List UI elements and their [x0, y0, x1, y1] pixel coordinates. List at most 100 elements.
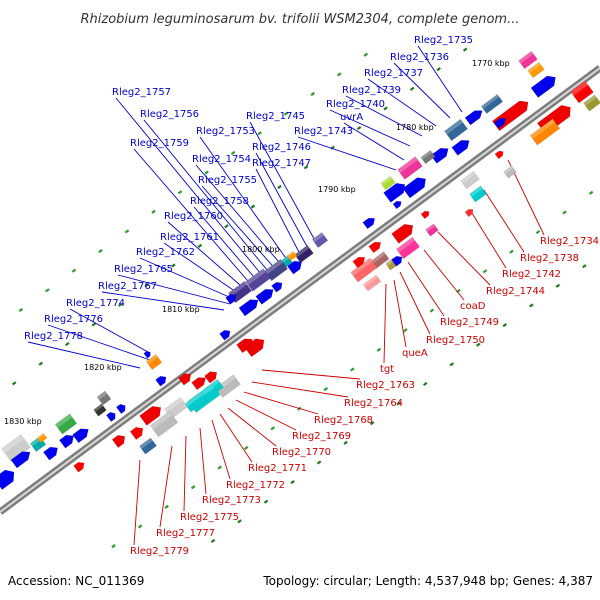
- gene-block-shine: [146, 354, 158, 365]
- gene-block-shine: [294, 245, 310, 258]
- forward-gene-label: uvrA: [340, 112, 363, 123]
- gene-block-shine: [570, 81, 588, 96]
- gene-block: [370, 251, 390, 269]
- gene-block-shape: [503, 165, 517, 179]
- gene-block: [518, 50, 538, 70]
- gene-block-shape: [245, 268, 271, 292]
- coordinate-dash: [502, 322, 508, 328]
- reverse-gene-label: Rleg2_1768: [314, 415, 373, 426]
- gene-arrow: [0, 469, 15, 490]
- gene-block-shape: [311, 232, 329, 248]
- reverse-gene-label: queA: [402, 348, 428, 359]
- reverse-label-connector: [243, 391, 319, 415]
- gene-block-shine: [184, 392, 204, 407]
- gene-arrow-shape: [464, 208, 474, 218]
- forward-gene-label: Rleg2_1753: [196, 126, 255, 137]
- coordinate-dash: [290, 480, 295, 485]
- reverse-gene-label: Rleg2_1750: [426, 335, 485, 346]
- forward-label-connector: [255, 152, 311, 253]
- gene-block: [96, 390, 112, 406]
- coordinate-dash: [144, 283, 150, 288]
- reverse-gene-label: Rleg2_1763: [356, 380, 415, 391]
- gene-arrow: [204, 371, 218, 384]
- forward-gene-label: Rleg2_1737: [364, 68, 423, 79]
- gene-block-shine: [380, 176, 393, 186]
- coordinate-dash: [250, 204, 256, 209]
- coordinate-dash: [303, 165, 309, 170]
- gene-block: [425, 223, 439, 237]
- coordinate-dash: [323, 387, 329, 392]
- kbp-marker-label: 1810 kbp: [162, 305, 200, 314]
- gene-arrow-shape: [238, 299, 259, 317]
- forward-gene-label: Rleg2_1740: [326, 99, 385, 110]
- coordinate-dash: [403, 328, 408, 333]
- coordinate-dash: [118, 302, 123, 307]
- coordinate-dash: [111, 544, 116, 549]
- gene-arrow: [178, 373, 192, 386]
- coordinate-dash: [535, 229, 541, 235]
- backbone-highlight: [0, 67, 600, 513]
- gene-block-shine: [363, 275, 378, 287]
- gene-arrow: [236, 338, 253, 354]
- gene-block-shape: [294, 244, 314, 264]
- coordinate-dash: [124, 229, 130, 234]
- coordinate-dash: [316, 460, 322, 465]
- kbp-marker-label: 1790 kbp: [318, 185, 356, 194]
- forward-label-connector: [199, 136, 291, 265]
- gene-arrow-shape: [287, 260, 302, 275]
- gene-arrow: [464, 208, 474, 218]
- gene-arrow-shape: [236, 338, 253, 354]
- coordinate-dash: [137, 524, 143, 529]
- gene-block-shape: [362, 274, 382, 292]
- gene-block-shape: [286, 250, 298, 262]
- gene-block-shape: [145, 354, 163, 370]
- gene-block-shape: [527, 61, 545, 79]
- gene-arrow: [219, 329, 231, 341]
- coordinate-dash: [171, 263, 176, 268]
- gene-arrow-shape: [178, 373, 192, 386]
- gene-arrow-shape: [255, 288, 274, 305]
- gene-arrow-shape: [368, 241, 382, 254]
- reverse-label-connector: [437, 231, 491, 286]
- forward-label-connector: [345, 95, 423, 137]
- forward-label-connector: [115, 97, 267, 281]
- gene-block-shape: [36, 432, 48, 444]
- coordinate-dash: [65, 341, 70, 347]
- coordinate-dash: [224, 224, 229, 229]
- forward-gene-label: Rleg2_1756: [140, 109, 199, 120]
- reverse-gene-label: coaD: [460, 301, 486, 312]
- kbp-marker-label: 1830 kbp: [4, 417, 42, 426]
- gene-block-shape: [380, 175, 396, 191]
- gene-block-shine: [97, 391, 108, 400]
- gene-arrow-shape: [392, 200, 402, 210]
- forward-gene-label: Rleg2_1776: [44, 314, 103, 325]
- gene-block-shine: [397, 156, 418, 174]
- gene-block: [469, 185, 487, 203]
- gene-block: [396, 236, 420, 260]
- gene-labels: Rleg2_1735 Rleg2_1736 Rleg2_1737 Rleg2_1739…: [24, 35, 599, 557]
- forward-gene-label: Rleg2_1757: [112, 87, 171, 98]
- reverse-gene-label: Rleg2_1779: [130, 546, 189, 557]
- gene-arrow-shape: [191, 377, 206, 391]
- gene-arrow-shape: [362, 217, 376, 230]
- forward-gene-label: Rleg2_1746: [252, 142, 311, 153]
- gene-arrow: [155, 375, 167, 387]
- coordinate-dash: [230, 150, 236, 155]
- forward-label-connector: [133, 148, 255, 289]
- gene-arrow: [129, 427, 144, 440]
- kbp-marker-label: 1770 kbp: [472, 59, 510, 68]
- gene-arrow: [255, 288, 274, 305]
- reverse-label-connector: [159, 445, 173, 528]
- gene-arrow-shape: [43, 446, 58, 461]
- coordinate-dash: [257, 131, 262, 136]
- reverse-gene-label: Rleg2_1772: [226, 480, 285, 491]
- gene-arrow: [191, 377, 206, 391]
- gene-block: [570, 80, 594, 104]
- gene-block-shine: [469, 185, 483, 197]
- coordinate-dash: [396, 401, 401, 406]
- kbp-marker-label: 1820 kbp: [84, 363, 122, 372]
- coordinate-dash: [91, 322, 97, 327]
- gene-arrow: [106, 412, 116, 422]
- gene-block-shine: [503, 165, 514, 175]
- gene-arrow-shape: [391, 255, 403, 267]
